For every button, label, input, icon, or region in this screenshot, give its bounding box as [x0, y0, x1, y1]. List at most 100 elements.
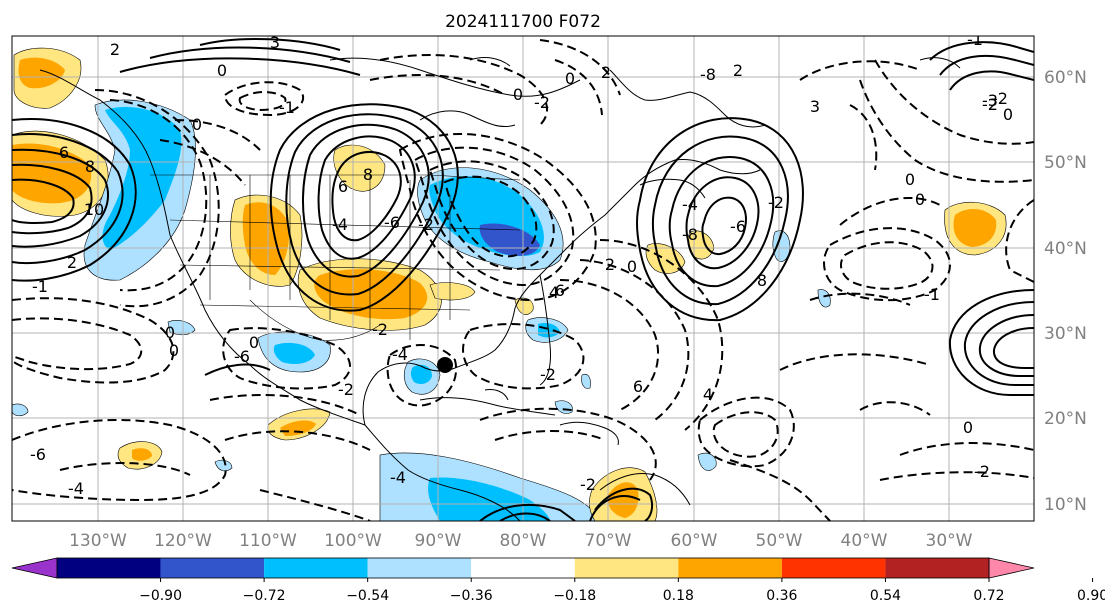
- colorbar: −0.90 −0.72 −0.54 −0.36 −0.18 0.18 0.36 0.54 0.7…: [11, 557, 1105, 604]
- negative-contour: [428, 160, 555, 271]
- colorbar-cells: [11, 557, 1035, 579]
- colorbar-tick-label: −0.36: [450, 588, 493, 604]
- contour-label: -1: [924, 285, 940, 304]
- negative-shading: [410, 364, 432, 384]
- longitude-label: 120°W: [154, 531, 212, 551]
- negative-contour: [222, 327, 351, 390]
- longitude-label: 90°W: [415, 531, 462, 551]
- negative-contour: [799, 60, 921, 81]
- negative-contour: [839, 241, 934, 290]
- negative-contour: [599, 239, 724, 431]
- colorbar-tick-label: 0.90: [1077, 588, 1105, 604]
- contour-label: 4: [703, 385, 713, 404]
- positive-contour: [594, 487, 654, 521]
- negative-contour: [209, 394, 361, 416]
- negative-contour: [849, 104, 878, 171]
- negative-shading: [772, 230, 791, 262]
- positive-contour: [199, 37, 341, 51]
- colorbar-ticks: −0.90 −0.72 −0.54 −0.36 −0.18 0.18 0.36 0.54 0.7…: [139, 578, 1105, 604]
- contour-label: 0: [249, 333, 259, 352]
- contour-label: -4: [682, 195, 698, 214]
- positive-shading: [242, 202, 290, 275]
- negative-contour: [559, 279, 660, 411]
- chart-title: 2024111700 F072: [445, 12, 601, 32]
- contour-label: 0: [915, 190, 925, 209]
- colorbar-cell: [885, 558, 989, 578]
- contour-label: 6: [555, 281, 565, 300]
- colorbar-frame: [56, 557, 990, 579]
- longitude-label: 70°W: [585, 531, 632, 551]
- contour-label: 10: [84, 200, 104, 219]
- negative-shading: [697, 452, 717, 471]
- negative-contour: [779, 353, 931, 371]
- contour-label: -1: [967, 30, 983, 49]
- positive-contour: [12, 163, 93, 235]
- positive-contour: [12, 118, 137, 282]
- contour-label: -6: [730, 217, 746, 236]
- contour-label: 0: [217, 61, 227, 80]
- positive-shading: [132, 448, 152, 461]
- longitude-label: 100°W: [324, 531, 382, 551]
- positive-contour: [701, 196, 747, 256]
- negative-contour: [379, 54, 549, 126]
- negative-contour: [899, 442, 1034, 456]
- latitude-label: 40°N: [1044, 239, 1087, 259]
- contour-label: 2: [110, 40, 120, 59]
- positive-shading: [429, 282, 476, 301]
- negative-contour: [839, 197, 941, 226]
- colorbar-tick-label: 0.54: [870, 588, 901, 604]
- negative-contour: [12, 317, 143, 371]
- longitude-label: 30°W: [926, 531, 973, 551]
- contour-label: 4: [549, 283, 559, 302]
- contour-label: -4: [68, 479, 84, 498]
- negative-shading: [12, 403, 29, 417]
- contour-label: 0: [565, 69, 575, 88]
- positive-contour: [12, 148, 109, 248]
- longitude-label: 80°W: [500, 531, 547, 551]
- positive-contour: [285, 113, 444, 296]
- contour-label: -2: [418, 215, 434, 234]
- contour-labels: 320-1068102-168-6-4-20-2026420-8-6-4-284…: [30, 30, 1013, 498]
- negative-contour: [874, 59, 1034, 145]
- colorbar-tick-label: 0.36: [766, 588, 797, 604]
- negative-shading: [214, 459, 233, 472]
- contour-label: 0: [963, 418, 973, 437]
- negative-contour: [238, 91, 287, 112]
- negative-contour: [697, 396, 795, 468]
- negative-contour: [809, 292, 911, 306]
- contour-label: -2: [982, 95, 998, 114]
- longitude-label: 110°W: [239, 531, 297, 551]
- negative-contour: [224, 430, 371, 451]
- negative-contour: [494, 430, 606, 441]
- longitude-label: 40°W: [841, 531, 888, 551]
- positive-contour: [668, 156, 775, 288]
- positive-contour: [992, 327, 1034, 369]
- colorbar-cell: [678, 558, 782, 578]
- contour-label: 2: [67, 253, 77, 272]
- positive-contour: [499, 512, 551, 521]
- coastlines: [39, 57, 961, 521]
- contour-label: -8: [682, 225, 698, 244]
- contour-label: -4: [390, 468, 406, 487]
- negative-contour: [223, 81, 305, 117]
- colorbar-extend-low: [11, 557, 58, 579]
- graticule: [12, 36, 1034, 521]
- contour-label: -2: [540, 365, 556, 384]
- negative-contour: [159, 139, 246, 186]
- positive-contour: [636, 117, 804, 322]
- colorbar-cell: [574, 558, 679, 578]
- contour-label: -2: [534, 93, 550, 112]
- contour-label: -2: [580, 475, 596, 494]
- positive-contour: [978, 314, 1034, 377]
- positive-contour: [12, 133, 124, 265]
- longitude-label: 60°W: [671, 531, 718, 551]
- colorbar-cell: [160, 558, 265, 578]
- colorbar-cell: [264, 558, 368, 578]
- positive-contour: [589, 495, 641, 521]
- positive-shading: [18, 57, 65, 89]
- negative-contour: [386, 343, 458, 407]
- latitude-label: 20°N: [1044, 409, 1087, 429]
- positive-contour: [149, 46, 351, 63]
- negative-shading: [428, 477, 550, 521]
